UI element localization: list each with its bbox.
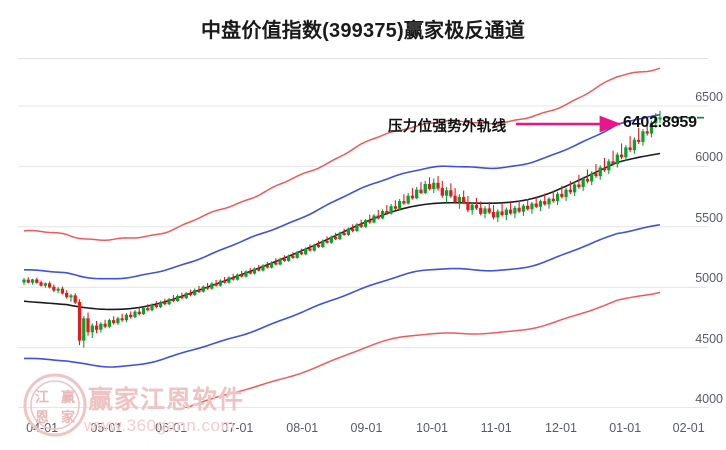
resistance-annotation-label: 压力位强势外轨线 [388, 119, 507, 135]
x-axis-tick-label: 02-01 [672, 421, 705, 435]
last-price-label: 6402.8959 [623, 114, 697, 131]
x-axis-tick-label: 10-01 [416, 421, 448, 435]
x-axis-tick-label: 01-01 [609, 421, 642, 435]
y-axis-tick-label: 6500 [695, 90, 723, 104]
mid-channel-line [23, 152, 661, 311]
y-axis-tick-label: 5000 [695, 271, 723, 286]
y-axis-tick-label: 4000 [695, 392, 723, 406]
svg-text:家: 家 [61, 409, 76, 425]
lower-outer-channel-line [183, 291, 661, 408]
lower-inner-channel-line [23, 223, 661, 368]
y-axis-tick-label: 5500 [695, 210, 723, 225]
chart-plot-area [18, 58, 708, 408]
gridlines [18, 58, 708, 408]
page-title: 中盘价值指数(399375)赢家极反通道 [200, 20, 526, 42]
y-axis-tick-label: 4500 [695, 331, 723, 346]
upper-outer-channel-line [23, 67, 661, 242]
x-axis-tick-label: 11-01 [480, 421, 512, 435]
y-axis-tick-label: 6000 [695, 150, 723, 165]
x-axis-tick-label: 09-01 [350, 421, 383, 435]
x-axis-tick-label: 12-01 [545, 421, 578, 435]
x-axis-tick-label: 06-01 [155, 421, 188, 435]
candlestick-series [22, 110, 662, 348]
x-axis-tick-label: 08-01 [286, 421, 319, 435]
x-axis-tick-label: 04-01 [26, 421, 59, 435]
chart-canvas [18, 58, 708, 408]
upper-inner-channel-line [23, 113, 661, 280]
x-axis-tick-label: 07-01 [221, 421, 254, 435]
x-axis-tick-label: 05-01 [90, 421, 123, 435]
